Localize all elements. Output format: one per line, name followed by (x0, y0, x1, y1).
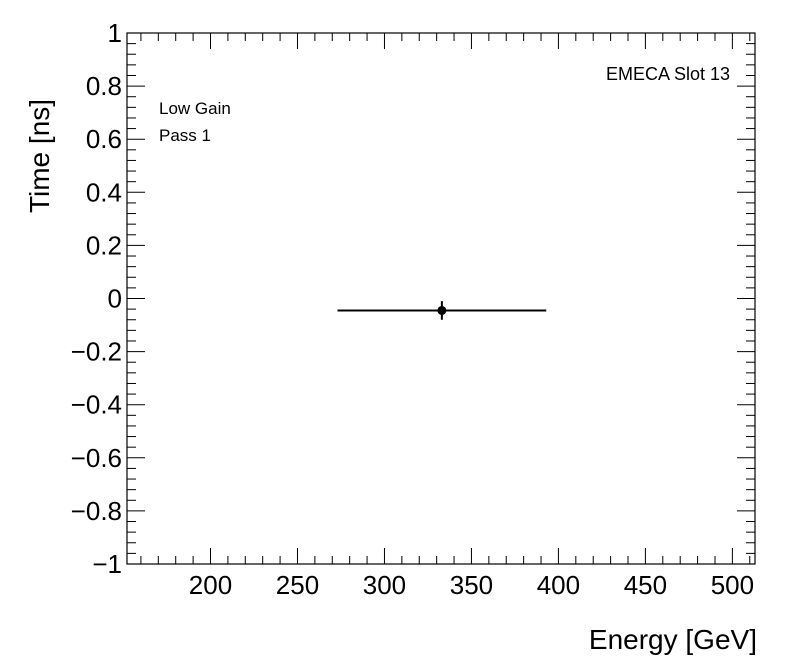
data-marks (337, 301, 547, 320)
y-tick-label: −1 (92, 549, 122, 579)
y-tick-label: −0.4 (71, 390, 122, 420)
annotation-pass: Pass 1 (159, 126, 211, 145)
x-tick-label: 500 (711, 570, 754, 600)
axis-ticks (127, 32, 755, 565)
y-tick-label: 0.4 (86, 177, 122, 207)
y-tick-label: −0.2 (71, 337, 122, 367)
y-tick-label: 0.2 (86, 230, 122, 260)
annotation-low-gain: Low Gain (159, 99, 231, 118)
data-point (437, 305, 447, 315)
x-tick-label: 400 (537, 570, 580, 600)
x-tick-label: 200 (189, 570, 232, 600)
y-tick-label: 1 (108, 18, 122, 48)
y-tick-label: −0.8 (71, 496, 122, 526)
y-tick-label: −0.6 (71, 443, 122, 473)
x-tick-label: 300 (363, 570, 406, 600)
y-axis-title: Time [ns] (24, 99, 55, 213)
x-tick-label: 350 (450, 570, 493, 600)
x-axis-title: Energy [GeV] (589, 624, 757, 655)
x-tick-label: 450 (624, 570, 667, 600)
annotation-slot: EMECA Slot 13 (606, 64, 730, 84)
y-tick-label: 0 (108, 284, 122, 314)
axis-tick-labels: 200 250 300 350 400 450 500 −1 −0.8 −0.6 −0.4 −0.2 0… (71, 18, 754, 600)
y-tick-label: 0.8 (86, 71, 122, 101)
x-tick-label: 250 (276, 570, 319, 600)
y-tick-label: 0.6 (86, 124, 122, 154)
